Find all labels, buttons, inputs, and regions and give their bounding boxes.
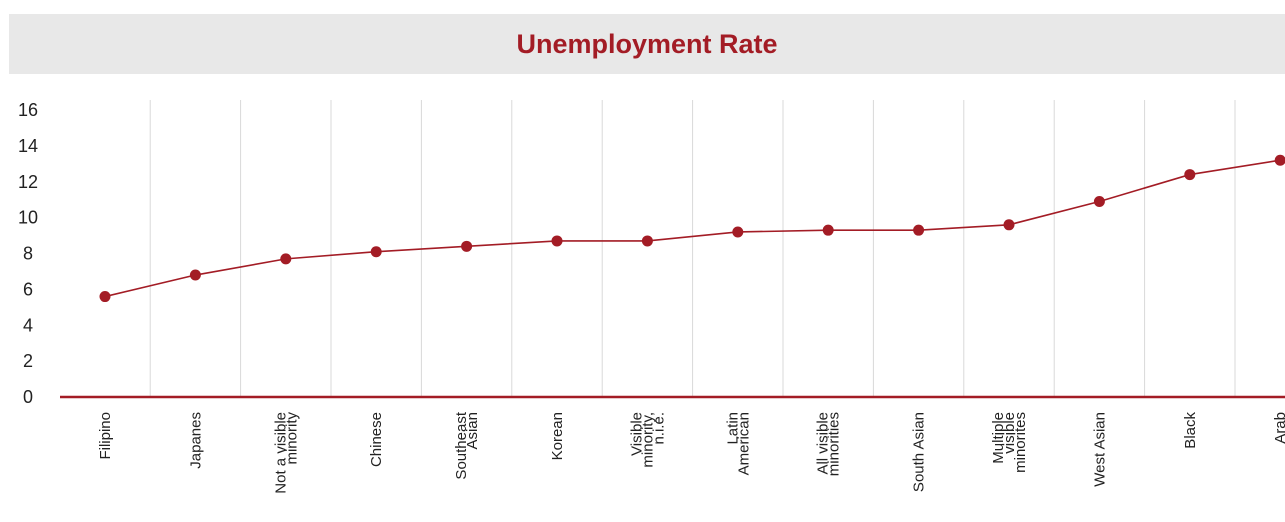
- data-point: [1093, 195, 1105, 207]
- x-tick-label-line: Southeast: [453, 411, 470, 479]
- y-tick-label: 2: [23, 351, 33, 371]
- data-point: [280, 253, 292, 265]
- x-tick-label-line: Multiple: [990, 412, 1007, 464]
- x-tick-label-line: American: [735, 412, 752, 475]
- x-tick-label: Korean: [549, 412, 566, 460]
- y-tick-label: 14: [18, 136, 38, 156]
- y-tick-label: 10: [18, 208, 38, 228]
- y-tick-label: 0: [23, 387, 33, 407]
- data-point: [189, 269, 201, 281]
- y-tick-label: 4: [23, 315, 33, 335]
- data-point: [641, 235, 653, 247]
- x-tick-label: Arab: [1272, 412, 1285, 444]
- x-tick-label-line: minorites: [1012, 412, 1029, 473]
- x-tick-label-line: minority,: [639, 412, 656, 468]
- data-point: [1274, 154, 1285, 166]
- y-tick-label: 8: [23, 244, 33, 264]
- data-point: [370, 246, 382, 258]
- y-tick-label: 6: [23, 279, 33, 299]
- x-tick-label-line: Japanes: [187, 412, 204, 469]
- data-point: [551, 235, 563, 247]
- data-point: [913, 224, 925, 236]
- x-tick-label-line: visible: [1001, 412, 1018, 454]
- x-tick-label-line: Latin: [724, 412, 741, 445]
- series-line: [104, 159, 1281, 298]
- chart-title: Unemployment Rate: [516, 28, 778, 59]
- data-point: [732, 226, 744, 238]
- x-tick-label-line: Arab: [1272, 412, 1285, 444]
- x-tick-label-line: West Asian: [1091, 412, 1108, 487]
- data-point: [1184, 169, 1196, 181]
- y-tick-label: 12: [18, 172, 38, 192]
- x-tick-label: Filipino: [97, 412, 114, 460]
- data-point: [822, 224, 834, 236]
- x-tick-label: Japanes: [187, 412, 204, 469]
- x-tick-label: South Asian: [911, 412, 928, 492]
- data-point: [1003, 219, 1015, 231]
- x-tick-label-line: South Asian: [911, 412, 928, 492]
- x-tick-label-line: n.i.e.: [650, 412, 667, 445]
- data-point: [99, 291, 111, 303]
- x-tick-label-line: Chinese: [368, 412, 385, 467]
- x-tick-label-line: Black: [1182, 412, 1199, 449]
- x-tick-label-line: Not a visible: [272, 412, 289, 494]
- data-point: [461, 240, 473, 252]
- x-tick-label-line: Asian: [464, 412, 481, 450]
- x-tick-label-line: minorities: [826, 412, 843, 476]
- x-tick-label-line: Visible: [628, 412, 645, 456]
- x-tick-label: Black: [1182, 412, 1199, 449]
- x-tick-label-line: Korean: [549, 412, 566, 460]
- x-tick-label: West Asian: [1091, 412, 1108, 487]
- x-tick-label-line: Filipino: [97, 412, 114, 460]
- x-tick-label-line: All visible: [815, 412, 832, 475]
- x-tick-label: Chinese: [368, 412, 385, 467]
- x-tick-label-line: minority: [283, 412, 300, 465]
- y-tick-label: 16: [18, 100, 38, 120]
- chart-title-band: Unemployment Rate: [9, 14, 1285, 74]
